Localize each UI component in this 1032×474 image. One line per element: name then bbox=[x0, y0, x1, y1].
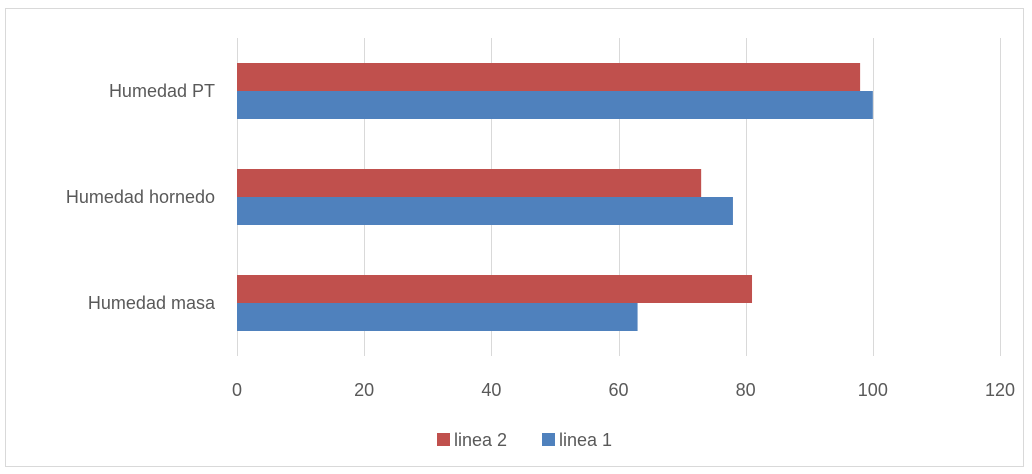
legend: linea 2 linea 1 bbox=[437, 430, 612, 450]
bar-linea-1-humedad-masa bbox=[237, 303, 638, 331]
legend-swatch bbox=[542, 433, 555, 446]
x-axis-tick-labels: 0 20 40 60 80 100 120 bbox=[232, 380, 1015, 400]
legend-label: linea 1 bbox=[559, 430, 612, 450]
bar-linea-1-humedad-hornedo bbox=[237, 197, 733, 225]
category-label: Humedad masa bbox=[88, 293, 216, 313]
bar-linea-2-humedad-hornedo bbox=[237, 169, 702, 197]
category-label: Humedad hornedo bbox=[66, 187, 215, 207]
legend-item-linea-2: linea 2 bbox=[437, 430, 507, 450]
x-tick-label: 40 bbox=[481, 380, 501, 400]
x-tick-label: 120 bbox=[985, 380, 1015, 400]
legend-swatch bbox=[437, 433, 450, 446]
x-tick-label: 80 bbox=[736, 380, 756, 400]
bar-linea-2-humedad-masa bbox=[237, 275, 753, 303]
x-tick-label: 20 bbox=[354, 380, 374, 400]
bar-linea-2-humedad-pt bbox=[237, 63, 861, 91]
legend-label: linea 2 bbox=[454, 430, 507, 450]
x-tick-label: 100 bbox=[858, 380, 888, 400]
legend-item-linea-1: linea 1 bbox=[542, 430, 612, 450]
bar-linea-1-humedad-pt bbox=[237, 91, 873, 119]
x-tick-label: 0 bbox=[232, 380, 242, 400]
category-labels: Humedad masa Humedad hornedo Humedad PT bbox=[66, 81, 216, 313]
bars bbox=[237, 63, 873, 331]
category-label: Humedad PT bbox=[109, 81, 215, 101]
x-tick-label: 60 bbox=[608, 380, 628, 400]
